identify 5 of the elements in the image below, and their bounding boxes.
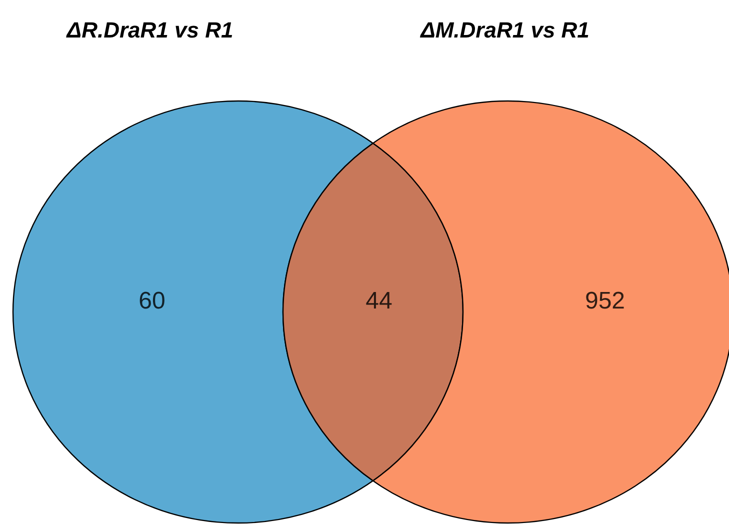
text: ΔR.DraR1 vs R1 bbox=[66, 18, 234, 42]
data-label: 60 bbox=[138, 288, 166, 314]
data-label: 952 bbox=[584, 288, 626, 314]
data-label: 44 bbox=[366, 288, 392, 314]
text: ΔM.DraR1 vs R1 bbox=[420, 18, 590, 42]
